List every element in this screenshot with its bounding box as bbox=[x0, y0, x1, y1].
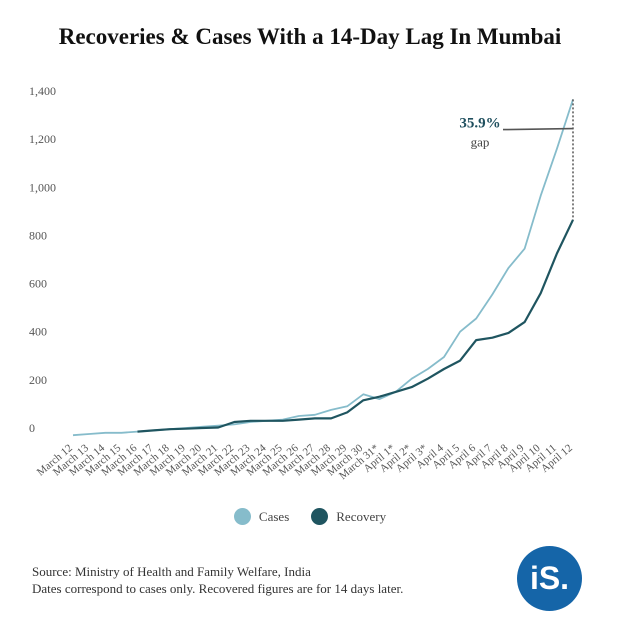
y-tick-label: 1,000 bbox=[29, 180, 56, 194]
y-tick-label: 1,200 bbox=[29, 132, 56, 146]
gap-value: 35.9% bbox=[459, 116, 500, 132]
source-text: Source: Ministry of Health and Family We… bbox=[32, 564, 311, 579]
legend-recovery-label: Recovery bbox=[336, 508, 387, 524]
recovery-swatch bbox=[311, 508, 329, 525]
y-tick-label: 200 bbox=[29, 373, 47, 387]
chart-title: Recoveries & Cases With a 14-Day Lag In … bbox=[58, 24, 562, 49]
brand-logo: iS. bbox=[517, 546, 582, 611]
note-text: Dates correspond to cases only. Recovere… bbox=[32, 581, 404, 596]
y-tick-label: 0 bbox=[29, 421, 35, 435]
y-tick-label: 800 bbox=[29, 228, 47, 242]
legend-item-cases: Cases bbox=[233, 508, 290, 525]
legend: Cases Recovery bbox=[0, 508, 620, 525]
y-tick-label: 1,400 bbox=[29, 84, 56, 98]
footer: Source: Ministry of Health and Family We… bbox=[32, 563, 403, 597]
gap-pointer-line bbox=[502, 127, 574, 131]
series-line-recovery bbox=[137, 219, 574, 433]
cases-swatch bbox=[233, 508, 251, 525]
legend-cases-label: Cases bbox=[258, 508, 290, 524]
series-line-cases bbox=[72, 99, 574, 437]
y-tick-label: 600 bbox=[29, 277, 47, 291]
y-tick-label: 400 bbox=[29, 325, 47, 339]
legend-item-recovery: Recovery bbox=[311, 508, 386, 525]
gap-label: gap bbox=[471, 135, 490, 150]
